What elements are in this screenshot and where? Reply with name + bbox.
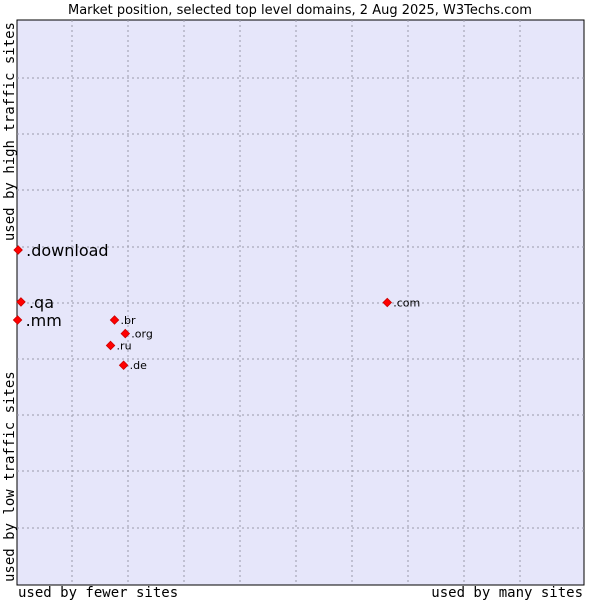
point-label-ru: .ru xyxy=(117,339,132,352)
point-marker-qa xyxy=(16,297,26,307)
point-marker-com xyxy=(382,297,393,308)
point-label-com: .com xyxy=(393,297,420,310)
y-axis-label-top: used by high traffic sites xyxy=(2,22,18,241)
grid-lines xyxy=(17,20,584,585)
y-axis-label-bottom: used by low traffic sites xyxy=(2,371,18,582)
point-label-org: .org xyxy=(131,328,153,341)
point-marker-ru xyxy=(105,340,116,351)
point-label-br: .br xyxy=(121,314,136,327)
point-marker-download xyxy=(13,245,23,255)
plot-area xyxy=(16,19,585,586)
data-points: .download .qa.mm .com .br.org.ru .de xyxy=(12,241,420,372)
x-axis-label-right: used by many sites xyxy=(431,585,583,600)
x-axis-label-left: used by fewer sites xyxy=(18,585,178,600)
point-marker-mm xyxy=(12,315,23,325)
point-label-download: .download xyxy=(26,241,108,260)
point-marker-de xyxy=(118,360,129,370)
point-label-de: .de xyxy=(130,359,147,372)
point-label-mm: .mm xyxy=(26,311,62,330)
point-marker-org xyxy=(120,328,131,339)
point-marker-br xyxy=(109,315,120,325)
chart-title: Market position, selected top level doma… xyxy=(68,3,532,18)
point-label-qa: .qa xyxy=(29,293,54,312)
